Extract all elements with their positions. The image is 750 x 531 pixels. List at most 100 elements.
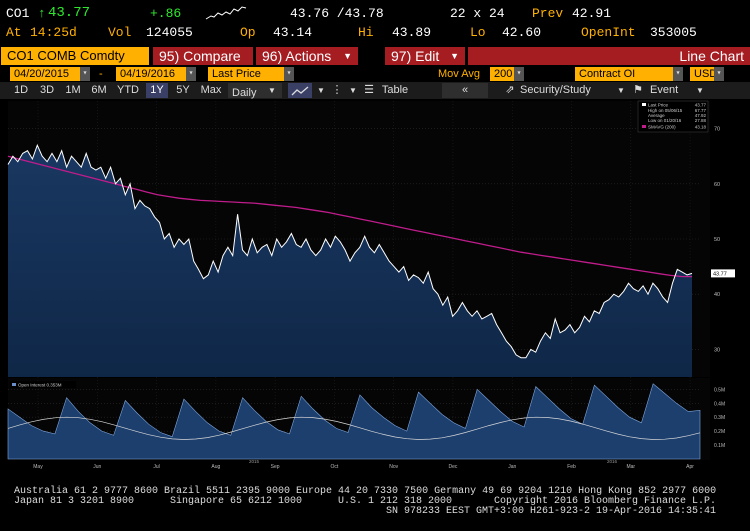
aggregate-oi-line	[7, 416, 701, 440]
year-label: 2016	[607, 459, 618, 464]
last-price-up-icon: ↑	[38, 6, 46, 21]
low-price: 42.60	[502, 25, 542, 40]
oi-axis-tick: 0.5M	[714, 387, 725, 393]
footer-phone-singapore: Singapore 65 6212 1000	[170, 496, 303, 507]
calendar-dropdown-icon[interactable]: ▾	[186, 67, 196, 81]
function-bar: CO1 COMB Comdty 95) Compare 96) Actions …	[0, 46, 750, 66]
legend-high: High on 05/06/15	[648, 108, 683, 113]
x-axis-tick: Jan	[508, 464, 516, 470]
prev-label: Prev	[532, 6, 564, 21]
period-1d[interactable]: 1D	[13, 84, 29, 96]
last-price: 43.77	[48, 5, 91, 21]
period-6m[interactable]: 6M	[91, 84, 107, 96]
start-date-field[interactable]: 04/20/2015	[10, 67, 80, 81]
table-icon[interactable]: ☰	[364, 84, 374, 96]
price-change: +.86	[150, 6, 182, 21]
footer-session-info: SN 978233 EEST GMT+3:00 H261-923-2 19-Ap…	[386, 506, 717, 517]
chevron-down-icon[interactable]: ▾	[673, 67, 683, 81]
price-axis-tick: 70	[714, 127, 720, 133]
caret-down-icon: ▼	[450, 51, 459, 61]
smavg-line	[7, 155, 693, 278]
price-axis-tick: 60	[714, 182, 720, 188]
chevron-down-icon[interactable]: ▾	[714, 67, 724, 81]
chevron-down-icon[interactable]: ▼	[349, 86, 357, 95]
x-axis-tick: Mar	[626, 464, 635, 470]
open-interest: 353005	[650, 25, 697, 40]
price-line	[7, 143, 693, 359]
period-5y[interactable]: 5Y	[176, 84, 190, 96]
actions-menu[interactable]: 96) Actions ▼	[256, 47, 358, 65]
oi-axis-tick: 0.1M	[714, 443, 725, 449]
event-button[interactable]: Event	[650, 84, 679, 96]
edit-label: 97) Edit	[391, 48, 440, 64]
chevron-down-icon: ▼	[268, 86, 276, 95]
security-study-button[interactable]: Security/Study	[520, 84, 591, 96]
double-chevron-left-icon: «	[461, 84, 469, 96]
vol-label: Vol	[108, 25, 132, 40]
sparkline-icon	[205, 6, 247, 20]
view-title: Line Chart	[468, 47, 750, 65]
open-interest-area	[7, 383, 701, 460]
frequency-select[interactable]: Daily ▼	[228, 83, 282, 99]
footer-phone-line-1: Australia 61 2 9777 8600 Brazil 5511 239…	[14, 486, 717, 497]
last-price-tag: 43.77	[711, 269, 735, 278]
back-button[interactable]: «	[442, 83, 488, 98]
x-axis-tick: May	[33, 464, 43, 470]
x-axis-tick: Feb	[567, 464, 576, 470]
more-icon[interactable]: ⋮	[331, 84, 343, 96]
price-axis-tick: 30	[714, 347, 720, 353]
prev-close: 42.91	[572, 6, 612, 21]
legend-high-value: 67.77	[695, 108, 707, 113]
legend-last-price: Last Price	[648, 103, 669, 108]
volume: 124055	[146, 25, 193, 40]
open-price: 43.14	[273, 25, 313, 40]
x-axis-tick: Dec	[449, 464, 458, 470]
period-1y[interactable]: 1Y	[146, 83, 168, 98]
chevron-down-icon[interactable]: ▼	[617, 86, 625, 95]
open-label: Op	[240, 25, 256, 40]
footer-copyright: Copyright 2016 Bloomberg Finance L.P.	[494, 496, 717, 507]
oi-axis-tick: 0.2M	[714, 429, 725, 435]
security-study-icon: ⇗	[505, 84, 515, 96]
period-3d[interactable]: 3D	[39, 84, 55, 96]
caret-down-icon: ▼	[343, 51, 352, 61]
chevron-down-icon[interactable]: ▼	[317, 86, 325, 95]
price-field-select[interactable]: Last Price	[208, 67, 284, 81]
chevron-down-icon[interactable]: ▾	[284, 67, 294, 81]
chevron-down-icon[interactable]: ▾	[514, 67, 524, 81]
end-date-field[interactable]: 04/19/2016	[116, 67, 186, 81]
period-max[interactable]: Max	[200, 84, 222, 96]
chevron-down-icon[interactable]: ▼	[696, 86, 704, 95]
table-button[interactable]: Table	[381, 84, 409, 96]
compare-button[interactable]: 95) Compare	[153, 47, 253, 65]
time-label: At	[6, 25, 22, 40]
period-ytd[interactable]: YTD	[117, 84, 139, 96]
mov-avg-label: Mov Avg	[438, 68, 480, 80]
x-axis-tick: Oct	[331, 464, 339, 470]
line-chart-icon[interactable]	[288, 83, 312, 98]
legend-smavg: SMAVG (200)	[648, 125, 676, 130]
quote-ticker: CO1	[6, 6, 30, 21]
mov-avg-input[interactable]: 200	[490, 67, 514, 81]
x-axis-tick: Aug	[211, 464, 220, 470]
compare-label: 95) Compare	[159, 48, 241, 64]
security-field[interactable]: CO1 COMB Comdty	[1, 47, 149, 65]
calendar-dropdown-icon[interactable]: ▾	[80, 67, 90, 81]
quote-time: 14:25d	[30, 25, 77, 40]
open-interest-label: OpenInt	[581, 25, 636, 40]
flag-icon: ⚑	[633, 84, 643, 96]
price-legend: Last Price 43.77 High on 05/06/15 67.77 …	[637, 100, 709, 133]
price-chart[interactable]: 30 40 50 60 70 0.1M 0.2M 0.3M 0.4M 0.5M May Jun Jul…	[0, 99, 750, 472]
period-1m[interactable]: 1M	[65, 84, 81, 96]
legend-low-value: 27.88	[695, 118, 707, 123]
footer-phone-japan: Japan 81 3 3201 8900	[14, 496, 135, 507]
legend-average: Average	[648, 113, 665, 118]
date-separator: -	[99, 68, 103, 80]
x-axis-tick: Jul	[153, 464, 159, 470]
high-label: Hi	[358, 25, 374, 40]
currency-field[interactable]: USD	[690, 67, 717, 81]
year-label: 2015	[249, 459, 260, 464]
lower-panel-field[interactable]: Contract OI	[575, 67, 673, 81]
frequency-label: Daily	[232, 87, 257, 99]
edit-menu[interactable]: 97) Edit ▼	[385, 47, 465, 65]
